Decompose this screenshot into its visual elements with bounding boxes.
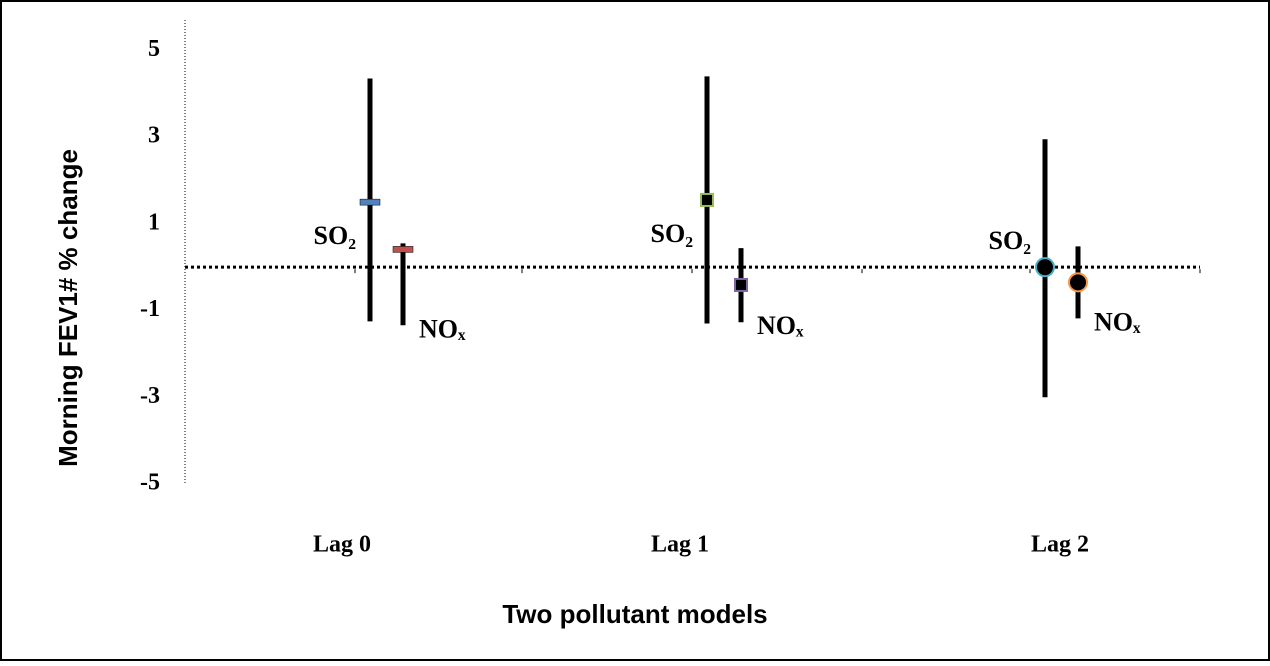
- x-tick-label: Lag 0: [313, 532, 371, 558]
- y-tick-label: 1: [148, 209, 160, 235]
- point: [734, 277, 748, 292]
- point: [1035, 257, 1055, 278]
- point: [392, 246, 414, 253]
- y-axis-label: Morning FEV1# % change: [53, 149, 83, 467]
- y-tick-label: -1: [140, 296, 160, 322]
- series-label: SO₂: [314, 221, 357, 250]
- y-tick-label: -3: [140, 383, 160, 409]
- x-axis-label: Two pollutant models: [502, 599, 767, 629]
- series-label: NOₓ: [419, 314, 466, 343]
- y-tick-label: -5: [140, 470, 160, 496]
- x-tick-label: Lag 1: [651, 532, 709, 558]
- y-tick-label: 5: [148, 36, 160, 62]
- point: [700, 192, 714, 207]
- x-tick-label: Lag 2: [1031, 532, 1089, 558]
- series-label: NOₓ: [757, 311, 804, 340]
- y-tick-label: 3: [148, 123, 160, 149]
- point: [359, 198, 381, 206]
- series-label: SO₂: [651, 219, 694, 248]
- point: [1068, 272, 1088, 293]
- series-label: NOₓ: [1094, 307, 1141, 336]
- series-label: SO₂: [989, 226, 1032, 255]
